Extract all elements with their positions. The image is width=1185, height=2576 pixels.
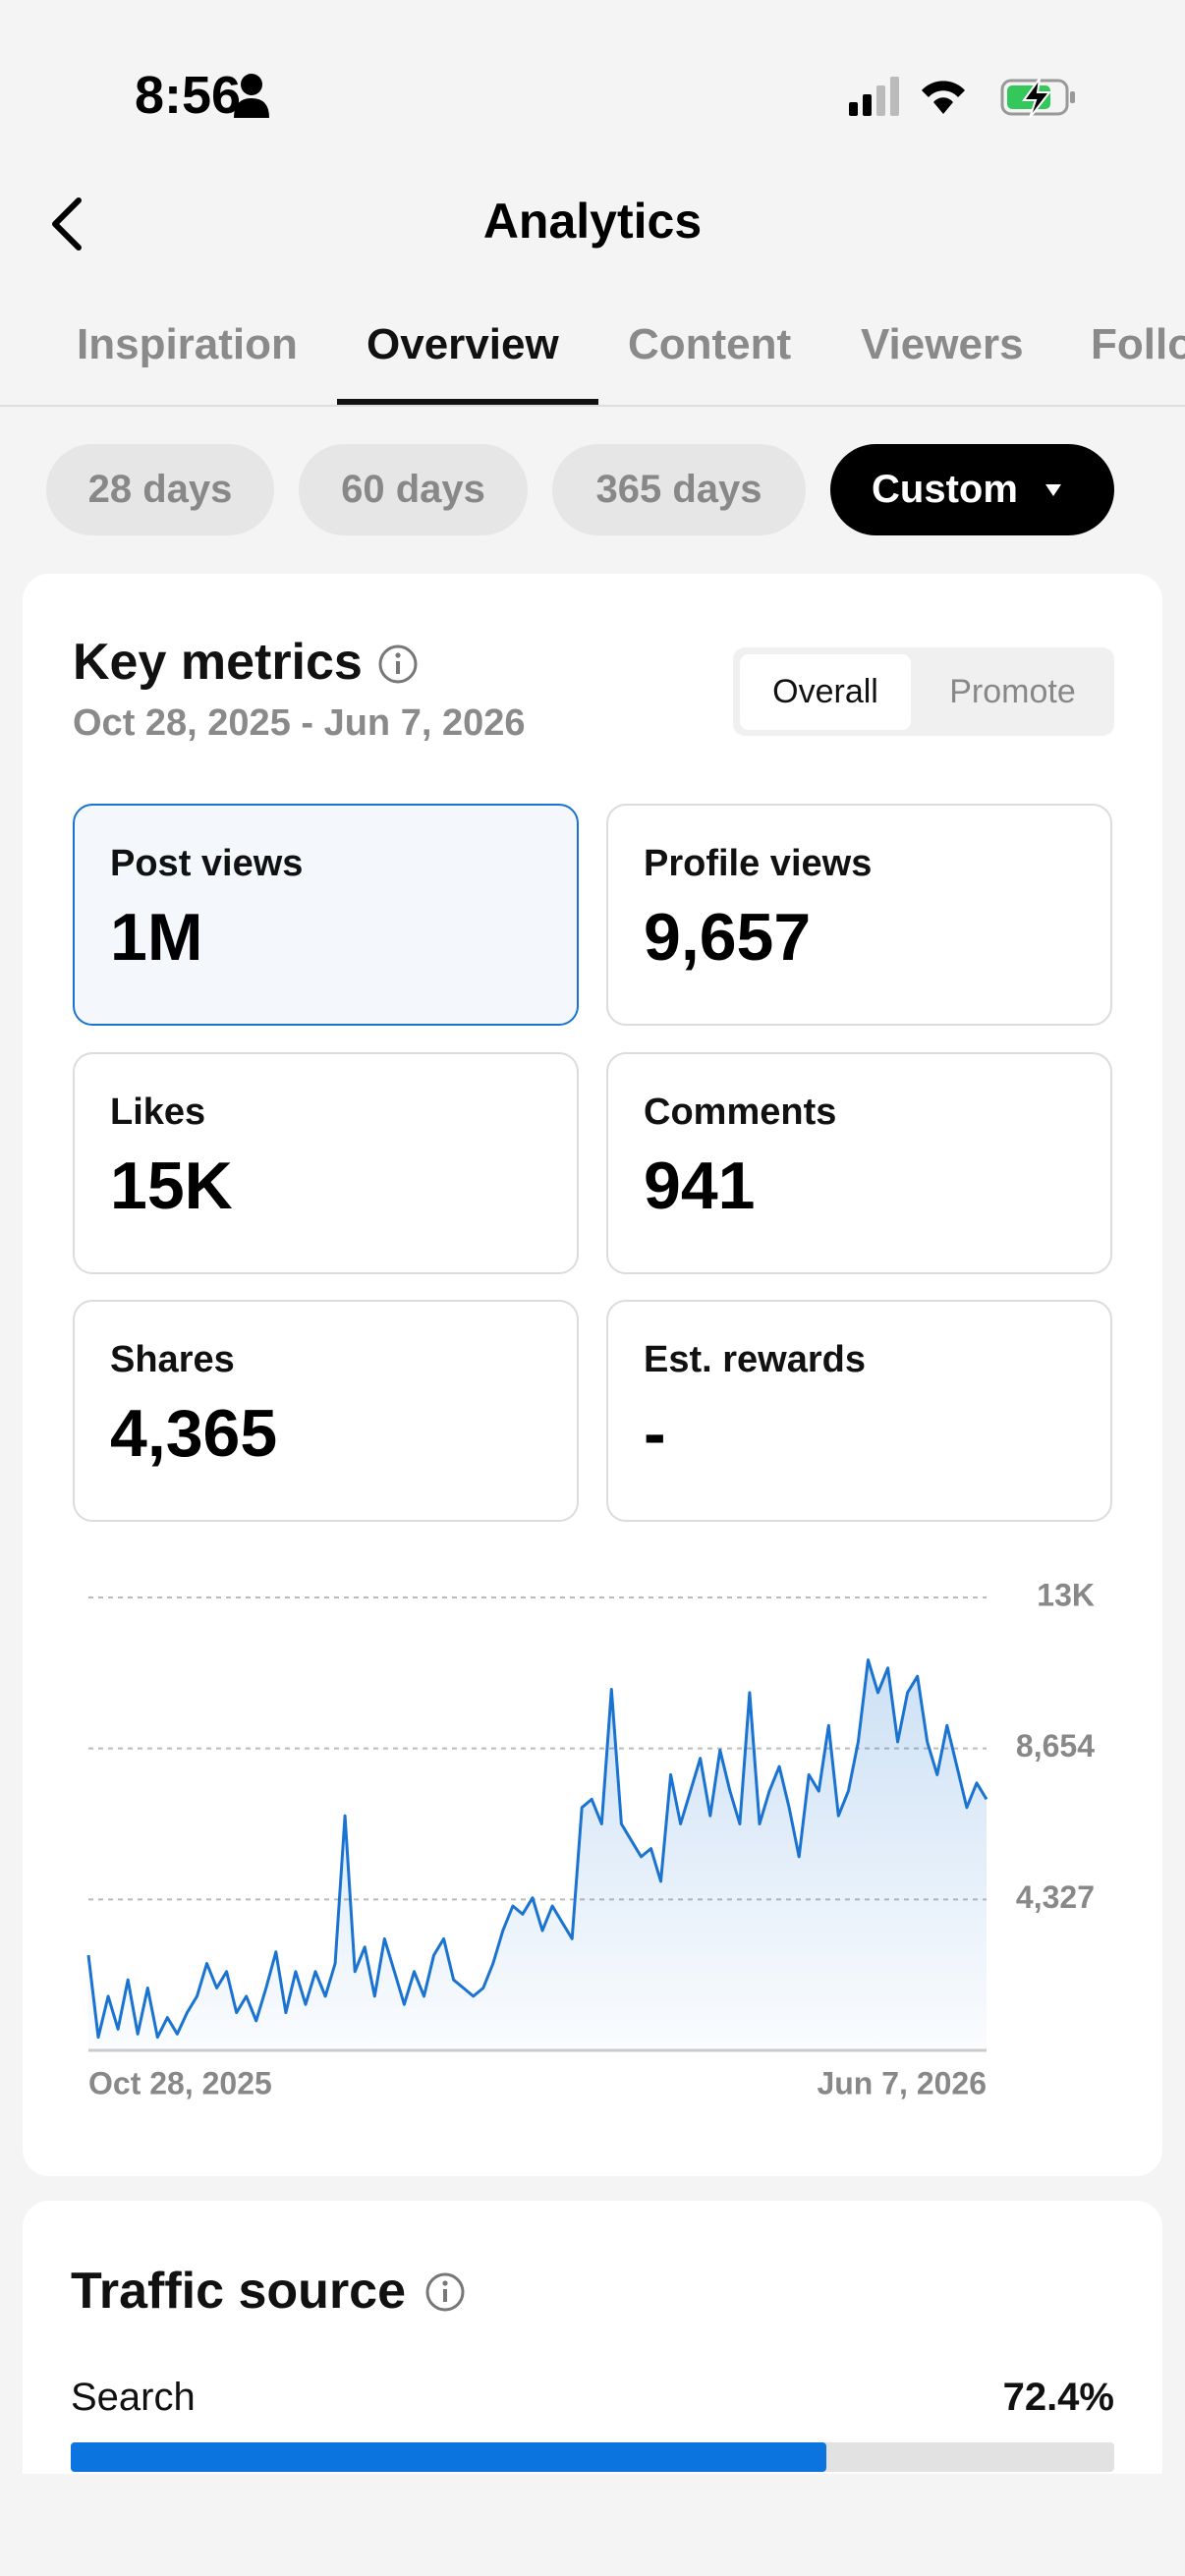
metric-label: Likes: [110, 1091, 206, 1133]
chart: 4,327 8,654 13K Oct 28, 2025 Jun 7, 2026: [86, 1577, 1095, 2100]
period-pill[interactable]: Custom: [830, 444, 1114, 535]
toggle-option[interactable]: Overall: [740, 654, 911, 730]
metric-label: Comments: [644, 1091, 837, 1133]
metric-label: Post views: [110, 843, 304, 884]
metric-value: 4,365: [110, 1396, 278, 1471]
tab[interactable]: Inspiration: [77, 320, 298, 368]
metric-value: 941: [644, 1148, 756, 1223]
metric-card[interactable]: Likes 15K: [73, 1051, 579, 1274]
info-icon[interactable]: [424, 2271, 466, 2313]
bar-track: [71, 2442, 1114, 2472]
tab-indicator: [337, 399, 598, 405]
tab[interactable]: Followers: [1091, 320, 1185, 368]
x-tick-label: Oct 28, 2025: [88, 2065, 272, 2100]
metric-card[interactable]: Profile views 9,657: [606, 804, 1112, 1026]
pill-label: Custom: [872, 468, 1018, 511]
period-pill[interactable]: 365 days: [552, 444, 806, 535]
status-time: 8:56: [135, 66, 242, 125]
back-button[interactable]: [47, 196, 86, 252]
metric-card[interactable]: Shares 4,365: [73, 1300, 579, 1522]
metric-value: 1M: [110, 900, 203, 975]
metric-label: Shares: [110, 1339, 235, 1380]
traffic-card: [23, 2201, 1162, 2474]
y-tick-label: 13K: [1037, 1577, 1095, 1612]
dropdown-caret: [1044, 483, 1061, 496]
pill-label: 60 days: [341, 468, 485, 511]
tab[interactable]: Content: [628, 320, 792, 368]
tab[interactable]: Overview: [367, 320, 559, 368]
divider: [0, 405, 1185, 407]
metric-card[interactable]: Est. rewards -: [606, 1300, 1112, 1522]
person-icon: [234, 74, 269, 118]
metric-label: Est. rewards: [644, 1339, 866, 1380]
metric-card[interactable]: Comments 941: [606, 1051, 1112, 1274]
status-icons: [849, 77, 1075, 118]
metric-value: -: [644, 1396, 666, 1471]
pill-label: 365 days: [595, 468, 762, 511]
source-name: Search: [71, 2376, 196, 2419]
source-value: 72.4%: [1002, 2376, 1114, 2419]
section-title: Traffic source: [71, 2263, 407, 2320]
y-tick-label: 8,654: [1016, 1728, 1095, 1764]
page-title: Analytics: [482, 194, 703, 249]
line: [86, 1658, 988, 2040]
metric-value: 9,657: [644, 900, 812, 975]
period-pill[interactable]: 28 days: [46, 444, 274, 535]
section-title: Key metrics: [73, 634, 363, 691]
pill-label: 28 days: [87, 468, 233, 511]
tab[interactable]: Viewers: [861, 320, 1024, 368]
toggle-option[interactable]: Promote: [949, 673, 1076, 710]
metric-card[interactable]: Post views 1M: [73, 804, 579, 1026]
area: [88, 1659, 987, 2050]
x-tick-label: Jun 7, 2026: [817, 2065, 987, 2100]
date-range: Oct 28, 2025 - Jun 7, 2026: [73, 702, 526, 744]
period-pill[interactable]: 60 days: [299, 444, 528, 535]
metric-label: Profile views: [644, 843, 873, 884]
y-tick-label: 4,327: [1016, 1879, 1095, 1915]
bar: [71, 2442, 826, 2472]
metric-value: 15K: [110, 1148, 233, 1223]
info-icon[interactable]: [377, 644, 419, 685]
